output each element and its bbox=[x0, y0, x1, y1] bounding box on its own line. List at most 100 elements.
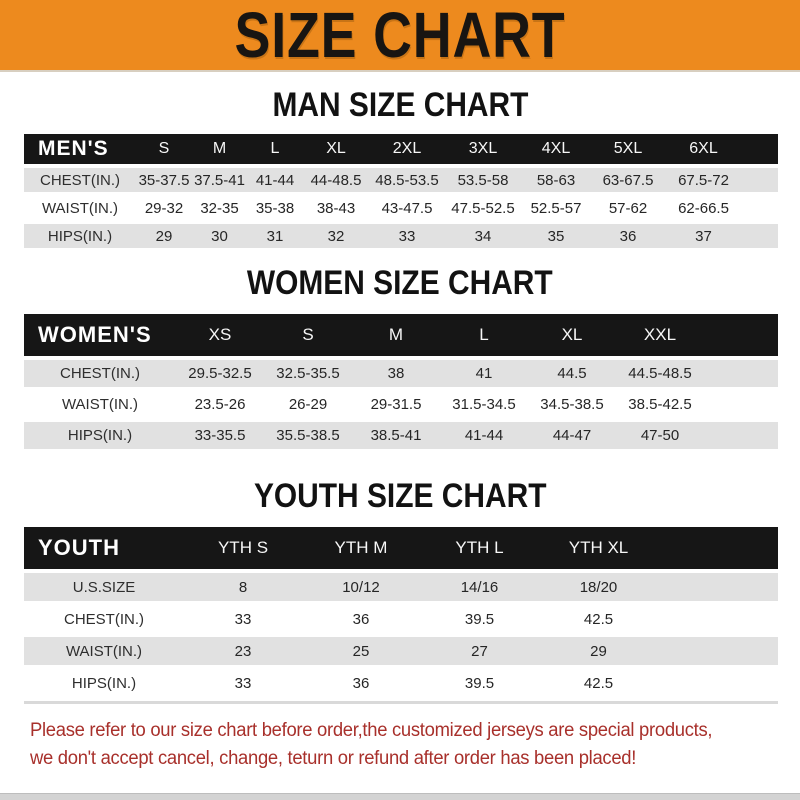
size-column-header: 4XL bbox=[521, 134, 591, 164]
size-value-cell: 32.5-35.5 bbox=[264, 360, 352, 387]
size-column-header: XL bbox=[528, 314, 616, 356]
size-value-cell: 37.5-41 bbox=[192, 168, 247, 192]
measurement-row-label: HIPS(IN.) bbox=[24, 422, 176, 449]
measurement-row: CHEST(IN.) 29.5-32.5 32.5-35.5 38 41 44.5 44.5… bbox=[24, 360, 778, 387]
size-column-header: YTH XL bbox=[539, 527, 658, 569]
measurement-row: CHEST(IN.) 33 36 39.5 42.5 bbox=[24, 605, 778, 633]
size-column-header: M bbox=[192, 134, 247, 164]
spacer-cell bbox=[704, 422, 778, 449]
measurement-row: WAIST(IN.) 23.5-26 26-29 29-31.5 31.5-34.5 34… bbox=[24, 391, 778, 418]
measurement-row: CHEST(IN.) 35-37.5 37.5-41 41-44 44-48.5 48.5… bbox=[24, 168, 778, 192]
spacer-cell bbox=[658, 527, 778, 569]
size-value-cell: 14/16 bbox=[420, 573, 539, 601]
spacer-cell bbox=[742, 196, 778, 220]
spacer-cell bbox=[658, 573, 778, 601]
size-value-cell: 33 bbox=[184, 669, 302, 697]
size-value-cell: 41 bbox=[440, 360, 528, 387]
size-column-header: YTH S bbox=[184, 527, 302, 569]
size-value-cell: 10/12 bbox=[302, 573, 420, 601]
size-value-cell: 34.5-38.5 bbox=[528, 391, 616, 418]
size-column-header: XL bbox=[303, 134, 369, 164]
size-column-header: XS bbox=[176, 314, 264, 356]
measurement-row: WAIST(IN.) 29-32 32-35 35-38 38-43 43-47.5 47.… bbox=[24, 196, 778, 220]
size-value-cell: 47-50 bbox=[616, 422, 704, 449]
size-value-cell: 42.5 bbox=[539, 669, 658, 697]
page-title: SIZE CHART bbox=[234, 0, 566, 71]
size-column-header: S bbox=[136, 134, 192, 164]
table-corner-label: MEN'S bbox=[24, 134, 136, 164]
size-value-cell: 41-44 bbox=[440, 422, 528, 449]
spacer-cell bbox=[742, 134, 778, 164]
table-header-row: WOMEN'S XS S M L XL XXL bbox=[24, 314, 778, 356]
size-value-cell: 44.5 bbox=[528, 360, 616, 387]
size-value-cell: 29-32 bbox=[136, 196, 192, 220]
size-value-cell: 18/20 bbox=[539, 573, 658, 601]
spacer-cell bbox=[704, 391, 778, 418]
table-corner-label: YOUTH bbox=[24, 527, 184, 569]
size-value-cell: 8 bbox=[184, 573, 302, 601]
measurement-row: U.S.SIZE 8 10/12 14/16 18/20 bbox=[24, 573, 778, 601]
man-size-chart-heading: MAN SIZE CHART bbox=[272, 86, 528, 124]
measurement-row: HIPS(IN.) 33 36 39.5 42.5 bbox=[24, 669, 778, 697]
size-value-cell: 35.5-38.5 bbox=[264, 422, 352, 449]
size-column-header: 5XL bbox=[591, 134, 665, 164]
size-value-cell: 36 bbox=[302, 605, 420, 633]
size-column-header: L bbox=[247, 134, 303, 164]
size-value-cell: 38.5-41 bbox=[352, 422, 440, 449]
bottom-strip bbox=[0, 793, 800, 800]
size-value-cell: 39.5 bbox=[420, 669, 539, 697]
women-size-table: WOMEN'S XS S M L XL XXL CHEST(IN.) 29.5-32.5 32.5… bbox=[24, 310, 778, 453]
size-value-cell: 29-31.5 bbox=[352, 391, 440, 418]
size-value-cell: 44.5-48.5 bbox=[616, 360, 704, 387]
size-column-header: XXL bbox=[616, 314, 704, 356]
size-value-cell: 35 bbox=[521, 224, 591, 248]
youth-size-table-wrap: YOUTH YTH S YTH M YTH L YTH XL U.S.SIZE 8 10/12… bbox=[0, 523, 800, 701]
size-column-header: 2XL bbox=[369, 134, 445, 164]
measurement-row: HIPS(IN.) 29 30 31 32 33 34 35 36 37 bbox=[24, 224, 778, 248]
size-value-cell: 42.5 bbox=[539, 605, 658, 633]
disclaimer-note: Please refer to our size chart before or… bbox=[0, 717, 800, 773]
size-value-cell: 36 bbox=[591, 224, 665, 248]
size-value-cell: 23 bbox=[184, 637, 302, 665]
size-value-cell: 62-66.5 bbox=[665, 196, 742, 220]
size-value-cell: 38 bbox=[352, 360, 440, 387]
measurement-row-label: HIPS(IN.) bbox=[24, 669, 184, 697]
size-value-cell: 29 bbox=[136, 224, 192, 248]
size-value-cell: 33 bbox=[369, 224, 445, 248]
spacer-cell bbox=[658, 637, 778, 665]
spacer-cell bbox=[704, 360, 778, 387]
women-size-chart-section: WOMEN SIZE CHART WOMEN'S XS S M L XL XXL CHEST(… bbox=[0, 252, 800, 453]
youth-size-chart-heading: YOUTH SIZE CHART bbox=[253, 477, 547, 515]
size-value-cell: 31 bbox=[247, 224, 303, 248]
size-value-cell: 25 bbox=[302, 637, 420, 665]
size-value-cell: 26-29 bbox=[264, 391, 352, 418]
spacer-cell bbox=[742, 168, 778, 192]
measurement-row-label: U.S.SIZE bbox=[24, 573, 184, 601]
size-value-cell: 29.5-32.5 bbox=[176, 360, 264, 387]
spacer-cell bbox=[704, 314, 778, 356]
size-column-header: 3XL bbox=[445, 134, 521, 164]
size-value-cell: 33 bbox=[184, 605, 302, 633]
size-value-cell: 44-47 bbox=[528, 422, 616, 449]
size-value-cell: 48.5-53.5 bbox=[369, 168, 445, 192]
size-value-cell: 37 bbox=[665, 224, 742, 248]
disclaimer-line-1: Please refer to our size chart before or… bbox=[30, 720, 713, 741]
measurement-row: WAIST(IN.) 23 25 27 29 bbox=[24, 637, 778, 665]
spacer-cell bbox=[658, 605, 778, 633]
man-size-table-wrap: MEN'S S M L XL 2XL 3XL 4XL 5XL 6XL CHEST(IN.) 35-37… bbox=[0, 130, 800, 252]
size-value-cell: 47.5-52.5 bbox=[445, 196, 521, 220]
size-column-header: 6XL bbox=[665, 134, 742, 164]
size-value-cell: 43-47.5 bbox=[369, 196, 445, 220]
size-value-cell: 30 bbox=[192, 224, 247, 248]
size-value-cell: 41-44 bbox=[247, 168, 303, 192]
size-value-cell: 31.5-34.5 bbox=[440, 391, 528, 418]
man-size-table: MEN'S S M L XL 2XL 3XL 4XL 5XL 6XL CHEST(IN.) 35-37… bbox=[24, 130, 778, 252]
size-value-cell: 52.5-57 bbox=[521, 196, 591, 220]
disclaimer-line-2: we don't accept cancel, change, teturn o… bbox=[30, 748, 637, 769]
measurement-row-label: WAIST(IN.) bbox=[24, 637, 184, 665]
measurement-row: HIPS(IN.) 33-35.5 35.5-38.5 38.5-41 41-44 44-… bbox=[24, 422, 778, 449]
spacer-cell bbox=[658, 669, 778, 697]
measurement-row-label: HIPS(IN.) bbox=[24, 224, 136, 248]
size-value-cell: 32 bbox=[303, 224, 369, 248]
